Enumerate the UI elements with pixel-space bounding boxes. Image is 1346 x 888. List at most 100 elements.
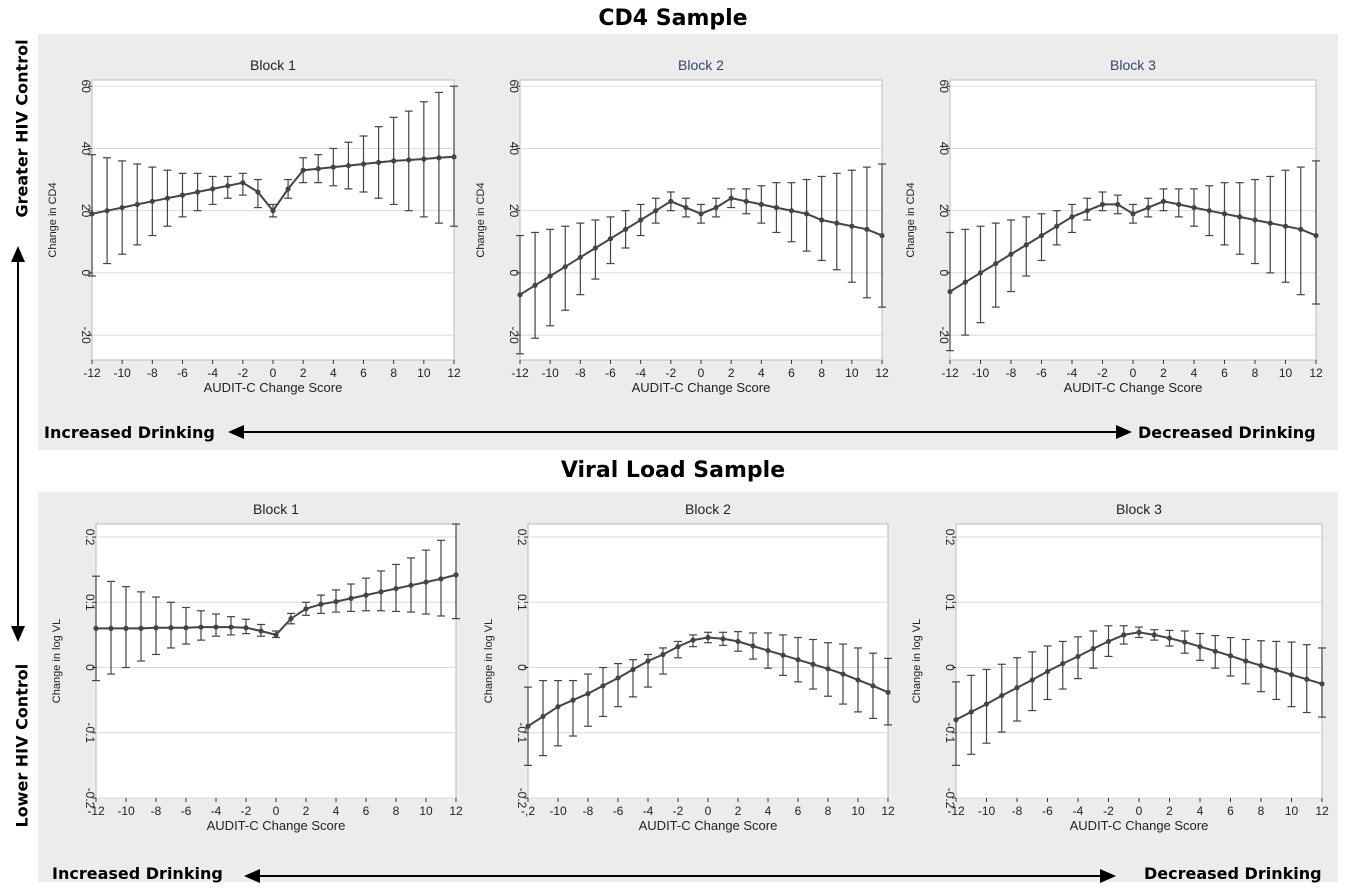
data-point bbox=[108, 625, 114, 631]
data-point bbox=[570, 697, 576, 703]
x-tick-label: -10 bbox=[972, 366, 990, 380]
data-point bbox=[138, 625, 144, 631]
data-point bbox=[540, 713, 546, 720]
data-point bbox=[1008, 251, 1014, 257]
x-tick-label: -6 bbox=[1036, 366, 1047, 380]
y-tick-label: 40 bbox=[79, 142, 93, 156]
x-tick-label: -4 bbox=[211, 804, 222, 818]
data-point bbox=[451, 154, 457, 160]
data-point bbox=[864, 226, 870, 232]
data-point bbox=[119, 204, 125, 211]
y-tick-label: 0 bbox=[515, 664, 529, 671]
data-point bbox=[348, 595, 354, 601]
data-point bbox=[1227, 653, 1234, 659]
x-tick-label: 12 bbox=[1315, 804, 1329, 818]
vl-block1-chart: Block 1 -0.2 -0.1 0 0.1 0.2 -12 -10 -8 -6 -4 -2 0 2 4 6… bbox=[44, 494, 463, 850]
data-point bbox=[1044, 668, 1051, 675]
data-point bbox=[810, 661, 816, 667]
x-tick-label: 12 bbox=[875, 366, 889, 380]
chart-title: Block 3 bbox=[1110, 57, 1156, 73]
data-point bbox=[962, 279, 968, 285]
data-point bbox=[1258, 662, 1264, 669]
x-tick-label: -10 bbox=[549, 804, 567, 818]
data-point bbox=[243, 625, 249, 631]
data-point bbox=[555, 704, 561, 710]
y-tick-label: -20 bbox=[507, 326, 521, 344]
data-point bbox=[607, 236, 614, 242]
x-tick-label: 0 bbox=[705, 804, 712, 818]
data-point bbox=[1115, 201, 1121, 208]
data-point bbox=[345, 162, 352, 169]
data-point bbox=[303, 606, 309, 612]
data-point bbox=[213, 624, 219, 630]
data-point bbox=[592, 245, 599, 251]
data-point bbox=[210, 186, 216, 192]
data-point bbox=[134, 201, 140, 208]
x-tick-label: -4 bbox=[207, 366, 218, 380]
data-point bbox=[1090, 646, 1096, 652]
data-point bbox=[788, 208, 795, 214]
data-point bbox=[690, 637, 696, 643]
decreased-drinking-label-top: Decreased Drinking bbox=[1138, 423, 1316, 442]
x-tick-label: 0 bbox=[270, 366, 277, 380]
x-tick-label: -6 bbox=[181, 804, 192, 818]
data-point bbox=[1105, 638, 1112, 645]
data-point bbox=[1252, 217, 1258, 223]
data-point bbox=[840, 671, 846, 677]
data-point bbox=[288, 615, 294, 622]
x-tick-label: -2 bbox=[665, 366, 676, 380]
data-point bbox=[198, 624, 204, 630]
data-point bbox=[825, 666, 831, 672]
data-point bbox=[270, 208, 276, 214]
increased-drinking-label-bottom: Increased Drinking bbox=[52, 864, 223, 883]
data-point bbox=[1304, 676, 1310, 682]
y-tick-label: 20 bbox=[937, 204, 951, 218]
data-point bbox=[1029, 677, 1035, 683]
x-tick-label: 8 bbox=[390, 366, 397, 380]
x-tick-label: 6 bbox=[360, 366, 367, 380]
x-tick-label: -2 bbox=[1103, 804, 1114, 818]
x-tick-label: -4 bbox=[643, 804, 654, 818]
data-point bbox=[1212, 648, 1218, 654]
data-point bbox=[436, 155, 442, 161]
y-axis-label: Change in CD4 bbox=[47, 182, 59, 257]
x-tick-label: -,2 bbox=[521, 804, 535, 818]
y-axis-label: Change in CD4 bbox=[905, 182, 917, 257]
data-point bbox=[104, 208, 110, 214]
data-point bbox=[600, 683, 606, 689]
x-tick-label: -6 bbox=[1042, 804, 1053, 818]
data-point bbox=[705, 634, 711, 641]
data-point bbox=[968, 709, 974, 715]
chart-title: Block 2 bbox=[678, 57, 724, 73]
data-point bbox=[315, 166, 321, 172]
x-axis-label: AUDIT-C Change Score bbox=[204, 380, 343, 395]
data-point bbox=[1130, 211, 1136, 217]
data-point bbox=[228, 624, 234, 630]
x-tick-label: -10 bbox=[117, 804, 135, 818]
y-tick-label: 0 bbox=[943, 664, 957, 671]
y-tick-label: 0 bbox=[83, 664, 97, 671]
data-point bbox=[1221, 211, 1228, 217]
x-tick-label: 12 bbox=[881, 804, 895, 818]
drinking-arrow-top-right-head bbox=[1116, 425, 1132, 439]
hiv-control-arrow-top-head bbox=[11, 246, 25, 262]
chart-title: Block 3 bbox=[1116, 501, 1162, 517]
data-point bbox=[1075, 653, 1081, 660]
data-point bbox=[1084, 208, 1090, 214]
x-tick-label: -2 bbox=[673, 804, 684, 818]
data-point bbox=[183, 625, 189, 631]
x-axis-label: AUDIT-C Change Score bbox=[632, 380, 771, 395]
y-tick-label: -0.2 bbox=[515, 788, 529, 809]
data-point bbox=[615, 675, 621, 681]
y-tick-label: 0 bbox=[937, 270, 951, 277]
data-point bbox=[683, 204, 689, 211]
data-point bbox=[333, 599, 339, 605]
y-tick-label: 0 bbox=[79, 270, 93, 277]
data-point bbox=[720, 636, 726, 642]
x-tick-label: 4 bbox=[1197, 804, 1204, 818]
x-tick-label: -12 bbox=[511, 366, 529, 380]
data-point bbox=[750, 643, 756, 649]
drinking-arrow-top-left-head bbox=[228, 425, 244, 439]
data-point bbox=[258, 628, 264, 634]
data-point bbox=[698, 211, 704, 217]
